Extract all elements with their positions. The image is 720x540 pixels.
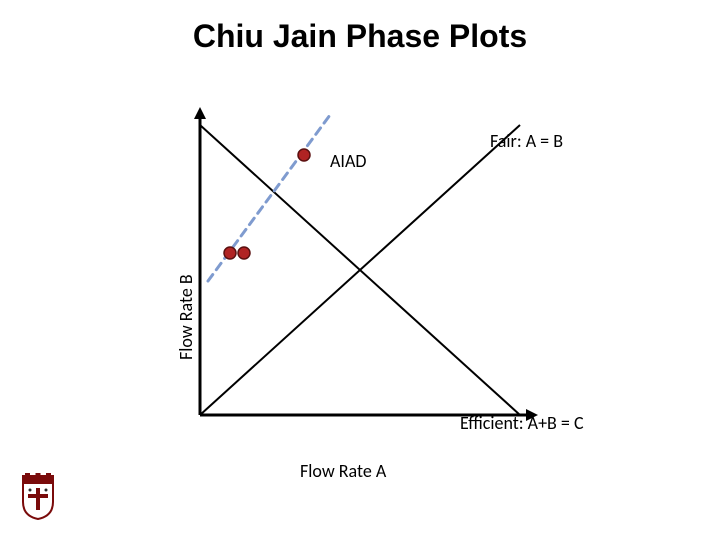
brown-shield-logo (20, 472, 56, 520)
fair-label: Fair: A = B (490, 130, 563, 152)
slide-title: Chiu Jain Phase Plots (0, 18, 720, 55)
x-axis-label: Flow Rate A (300, 460, 386, 482)
efficient-label: Efficient: A+B = C (460, 412, 584, 434)
y-axis-label: Flow Rate B (175, 274, 197, 360)
aiad-label: AIAD (330, 150, 366, 172)
